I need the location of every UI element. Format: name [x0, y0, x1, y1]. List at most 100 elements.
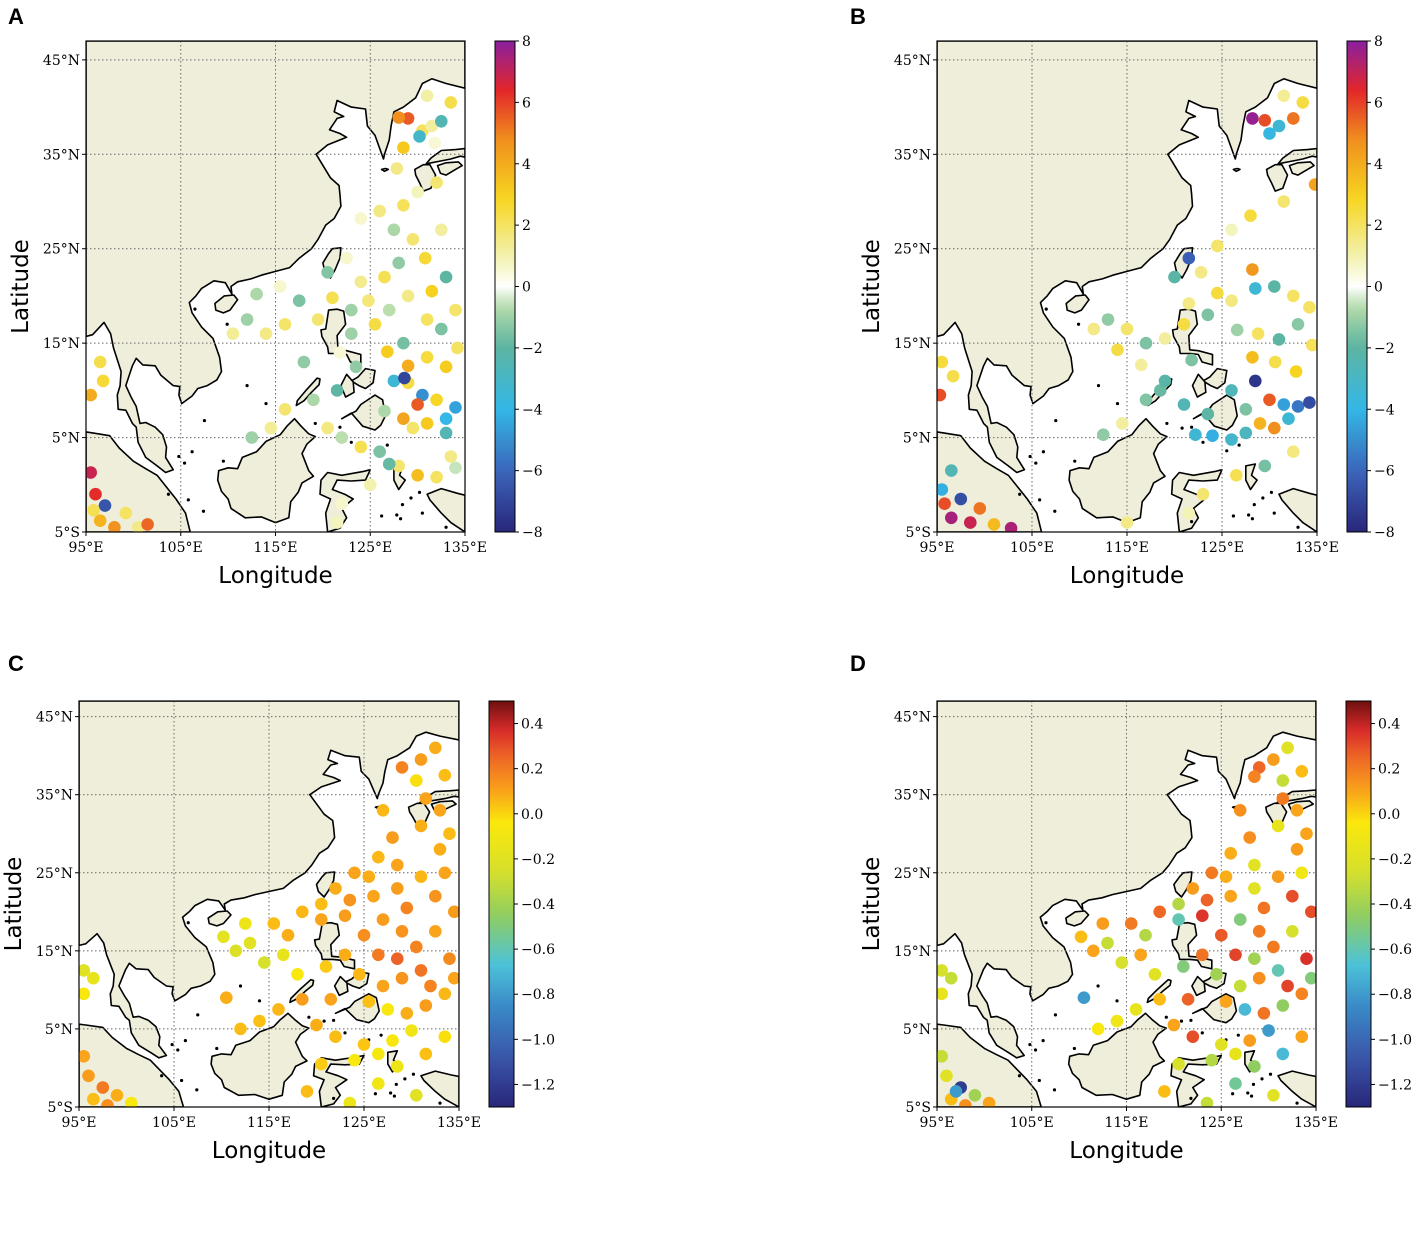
land-mainland — [86, 41, 465, 474]
data-point — [1148, 968, 1162, 981]
data-point — [944, 971, 958, 985]
islet — [385, 443, 389, 447]
x-tick-label: 135°E — [437, 1115, 481, 1131]
data-point — [1101, 936, 1114, 950]
data-point — [390, 162, 404, 175]
panel-letter: C — [8, 651, 24, 676]
data-point — [329, 882, 342, 895]
data-point — [438, 987, 452, 1001]
land-visayas2 — [1191, 373, 1207, 398]
data-point — [1074, 930, 1088, 944]
data-point — [439, 412, 453, 426]
data-point — [1189, 428, 1202, 442]
data-point — [1225, 433, 1238, 446]
data-point — [410, 1089, 423, 1102]
data-point — [438, 1030, 452, 1043]
data-point — [329, 1030, 342, 1043]
data-point — [420, 417, 434, 430]
y-axis-label: Latitude — [859, 857, 885, 952]
colorbar-tick-label: −2 — [1374, 341, 1395, 357]
data-point — [354, 212, 368, 225]
land-palawan — [295, 377, 321, 407]
land-taiwan — [315, 871, 336, 898]
data-point — [1200, 893, 1214, 907]
data-point — [1087, 944, 1100, 958]
islet — [1028, 1042, 1032, 1047]
data-point — [439, 426, 453, 440]
islet — [1251, 1082, 1256, 1086]
data-point — [376, 913, 390, 926]
data-point — [259, 327, 273, 341]
data-point — [397, 141, 410, 154]
y-tick-label: 35°N — [894, 147, 931, 163]
islet — [1164, 1015, 1168, 1019]
islet — [398, 517, 403, 521]
data-point — [1219, 870, 1233, 883]
islet — [221, 459, 225, 463]
colorbar-tick-label: −0.4 — [1378, 897, 1412, 913]
data-point — [1282, 412, 1295, 426]
data-point — [86, 466, 97, 479]
data-point — [324, 993, 338, 1006]
map-layer — [937, 41, 1317, 532]
islet — [1017, 1074, 1022, 1078]
islet — [1044, 921, 1048, 925]
data-point — [245, 431, 259, 444]
colorbar-tick-label: −8 — [522, 525, 543, 541]
islet — [1268, 1072, 1273, 1076]
data-point — [87, 971, 100, 985]
islet — [1096, 384, 1101, 388]
colorbar-tick-label: −1.2 — [521, 1077, 555, 1093]
data-point — [1303, 396, 1316, 409]
islet — [193, 307, 197, 311]
islet — [343, 1031, 347, 1035]
data-point — [362, 870, 376, 883]
islet — [1231, 514, 1235, 518]
data-point — [391, 952, 404, 965]
islet — [1054, 418, 1058, 423]
data-point — [1257, 1007, 1271, 1020]
y-tick-label: 35°N — [36, 788, 73, 804]
data-point — [296, 905, 309, 919]
data-point — [433, 843, 447, 856]
data-point — [451, 341, 464, 355]
land-mainland — [937, 41, 1317, 474]
land-borneo — [216, 417, 317, 524]
data-point — [340, 251, 353, 265]
land-shikoku — [1288, 161, 1315, 176]
data-point — [1168, 270, 1181, 284]
data-point — [272, 1003, 285, 1016]
data-point — [391, 882, 404, 895]
x-tick-label: 95°E — [919, 540, 954, 556]
data-point — [1268, 355, 1282, 369]
data-point — [1158, 1085, 1171, 1098]
data-point — [1287, 112, 1300, 125]
islet — [177, 454, 181, 459]
map-layer — [79, 701, 459, 1107]
data-point — [1243, 831, 1256, 844]
data-point — [1305, 905, 1316, 919]
data-point — [1281, 979, 1294, 993]
islet — [1189, 1096, 1193, 1101]
islet — [389, 1091, 393, 1095]
land-newguinea — [420, 1070, 459, 1107]
colorbar-tick-label: 0.0 — [1378, 807, 1400, 823]
data-point — [1267, 940, 1280, 954]
data-point — [96, 1081, 110, 1094]
islet — [444, 525, 448, 529]
y-tick-label: 25°N — [894, 866, 931, 882]
islet — [332, 1096, 336, 1101]
colorbar-tick-label: −0.2 — [521, 852, 555, 868]
panel-b: B 95°E 105°E 115°E 125°E 135°E 5°S 5°N 15°N 25°N 3… — [850, 4, 1395, 589]
data-point — [449, 461, 462, 475]
x-tick-label: 105°E — [1010, 540, 1054, 556]
data-point — [296, 993, 309, 1006]
data-point — [1268, 421, 1281, 435]
y-tick-label: 35°N — [43, 147, 80, 163]
land-visayas1 — [350, 367, 376, 390]
data-point — [357, 928, 371, 942]
land-hainan — [214, 294, 239, 314]
data-point — [1230, 469, 1243, 482]
data-point — [1289, 365, 1303, 378]
colorbar-tick-label: −0.6 — [1378, 942, 1412, 958]
